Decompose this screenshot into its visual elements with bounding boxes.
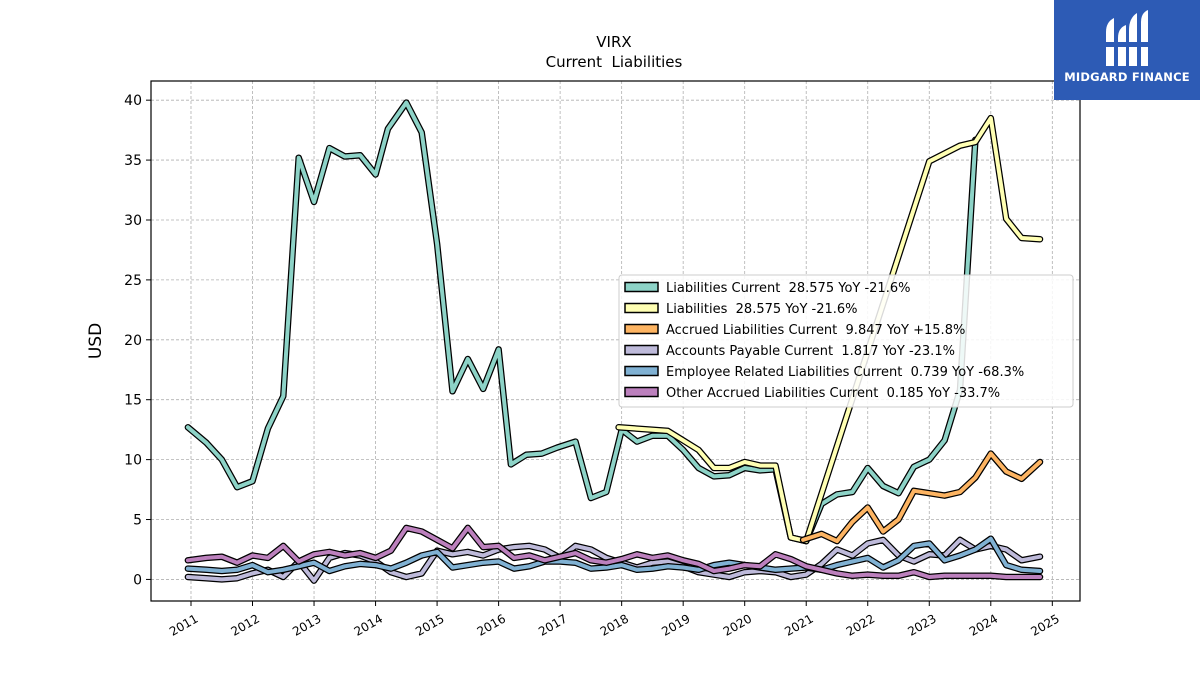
y-tick-label: 20 <box>124 333 142 349</box>
legend-entry: Employee Related Liabilities Current 0.7… <box>666 365 1024 380</box>
y-tick-label: 5 <box>133 513 142 529</box>
legend-swatch <box>624 302 659 314</box>
series-line-5 <box>184 524 1044 581</box>
legend-entry: Accounts Payable Current 1.817 YoY -23.1… <box>666 344 955 359</box>
legend-swatch <box>624 386 659 398</box>
y-tick-label: 25 <box>124 273 142 289</box>
x-tick-label: 2021 <box>782 611 815 638</box>
x-tick-label: 2016 <box>475 611 508 638</box>
y-tick-label: 0 <box>133 572 142 588</box>
plot-frame <box>150 80 1081 602</box>
y-tick-label: 10 <box>124 453 142 469</box>
series-stroke <box>185 100 978 544</box>
legend-entry: Liabilities 28.575 YoY -21.6% <box>666 302 858 317</box>
x-tick-label: 2019 <box>659 611 692 638</box>
legend-swatch <box>624 323 659 335</box>
chart-subtitle: Current Liabilities <box>546 53 683 71</box>
series-line-2 <box>799 450 1044 545</box>
series-stroke <box>185 536 1042 575</box>
legend-box <box>618 274 1074 408</box>
x-tick-label: 2012 <box>229 611 262 638</box>
y-tick-label: 15 <box>124 393 142 409</box>
legend-swatch <box>624 281 659 293</box>
x-tick-label: 2025 <box>1028 611 1061 638</box>
series-line-0 <box>184 99 979 545</box>
series-stroke <box>801 451 1042 544</box>
legend: Liabilities Current 28.575 YoY -21.6% Lia… <box>618 274 1074 408</box>
brand-logo: MIDGARD FINANCE <box>1054 0 1200 100</box>
chart-title: VIRX <box>596 33 631 51</box>
legend-swatch <box>624 365 659 377</box>
midgard-logo-icon <box>1104 10 1150 66</box>
legend-entry: Liabilities Current 28.575 YoY -21.6% <box>666 281 910 296</box>
x-tick-label: 2022 <box>844 611 877 638</box>
x-tick-label: 2015 <box>413 611 446 638</box>
series-stroke <box>616 116 1042 544</box>
x-tick-label: 2020 <box>721 611 754 638</box>
x-tick-label: 2011 <box>167 611 200 638</box>
series-line-4 <box>184 535 1044 576</box>
y-tick-label: 35 <box>124 153 142 169</box>
x-tick-label: 2023 <box>905 611 938 638</box>
x-tick-label: 2014 <box>352 611 385 638</box>
legend-swatch <box>624 344 659 356</box>
y-tick-label: 30 <box>124 213 142 229</box>
x-tick-label: 2017 <box>536 611 569 638</box>
x-tick-label: 2013 <box>290 611 323 638</box>
y-axis-label: USD <box>86 323 106 359</box>
legend-entry: Accrued Liabilities Current 9.847 YoY +1… <box>666 323 965 338</box>
series-line-1 <box>615 114 1044 545</box>
brand-name: MIDGARD FINANCE <box>1064 70 1190 84</box>
series-stroke <box>185 525 1042 579</box>
y-tick-label: 40 <box>124 93 142 109</box>
x-tick-label: 2018 <box>598 611 631 638</box>
legend-entry: Other Accrued Liabilities Current 0.185 … <box>666 386 1000 401</box>
x-tick-label: 2024 <box>967 611 1000 638</box>
